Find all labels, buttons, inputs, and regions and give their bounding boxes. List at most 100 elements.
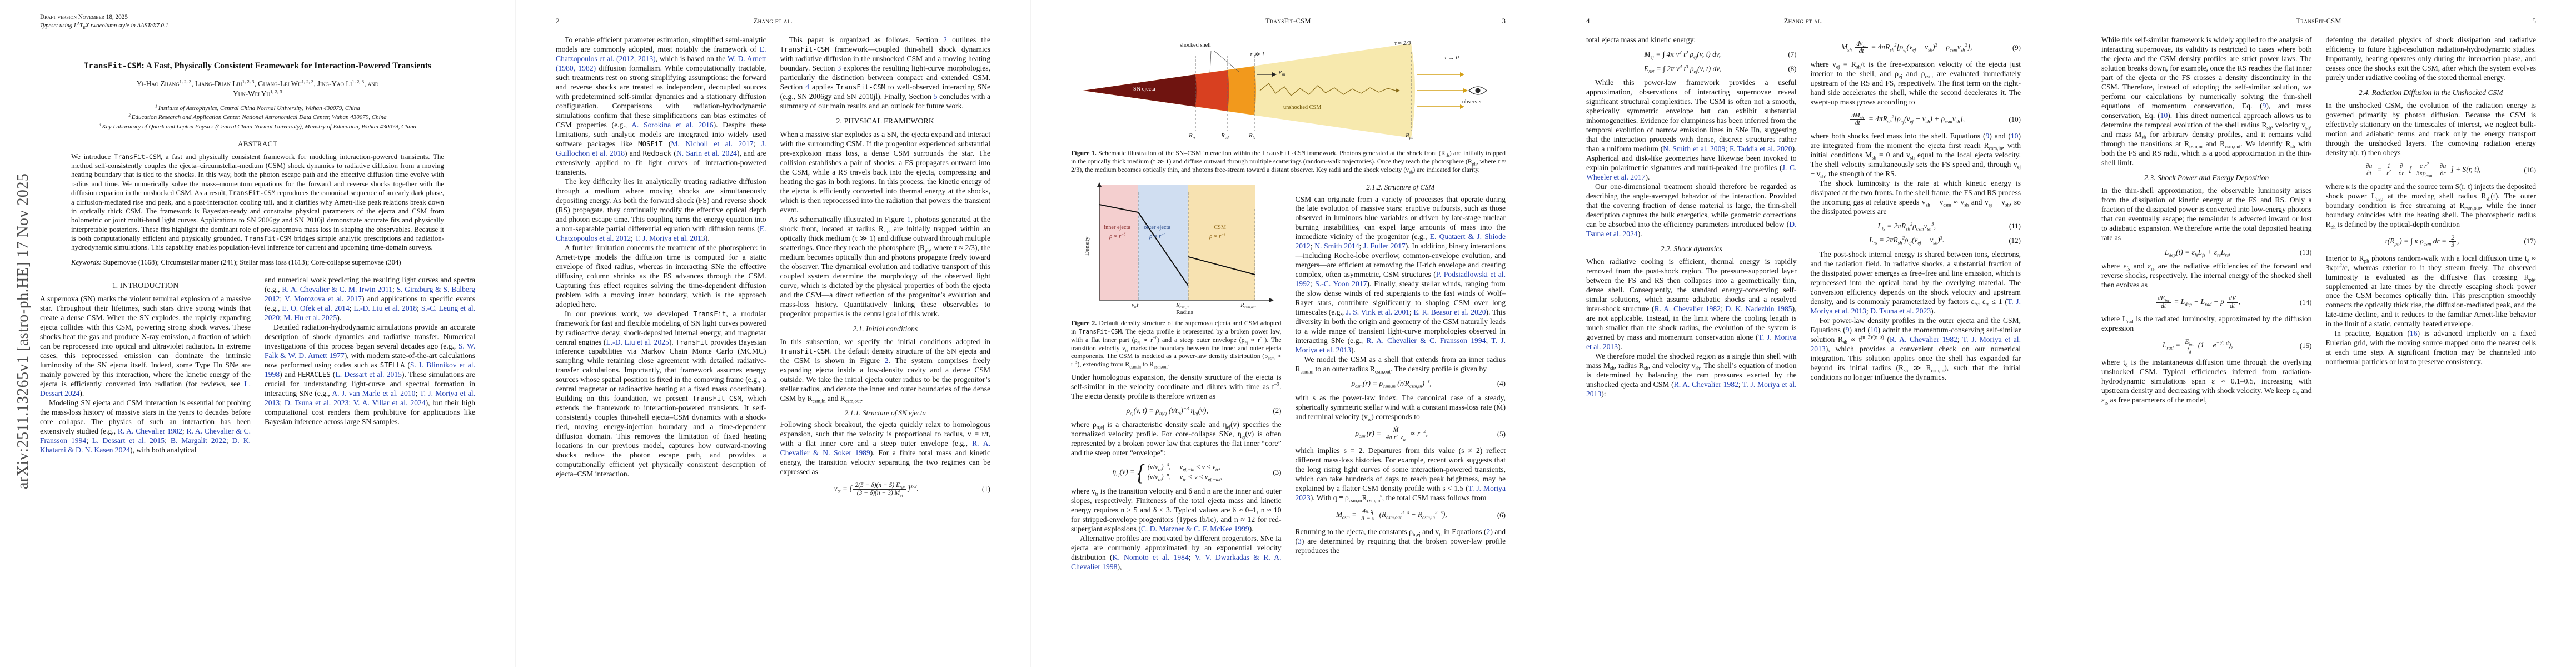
subsubsection-heading-ejecta-structure: 2.1.1. Structure of SN ejecta (844, 408, 926, 417)
observer-label: observer (1462, 99, 1482, 105)
citation-link[interactable]: 10 (1870, 325, 1878, 334)
citation-link[interactable]: J. Guillochon et al. 2018 (556, 139, 766, 157)
citation-link[interactable]: E. O. Ofek et al. 2014 (282, 303, 350, 312)
citation-link[interactable]: T. J. Moriya 2023 (1295, 484, 1506, 502)
page4-column-right: Msh dvsh dt = 4πRsh2[ρej(vej − vsh)2 − ρc… (1811, 36, 2021, 399)
citation-link[interactable]: E. R. Beasor et al. 2020 (1413, 308, 1486, 317)
citation-link[interactable]: V. A. Villar et al. 2024 (353, 398, 426, 407)
citation-link[interactable]: R. A. Chevalier 1982 (1673, 380, 1738, 389)
citation-link[interactable]: B. Margalit 2022 (170, 436, 226, 445)
page4-column-left: total ejecta mass and kinetic energy: Me… (1586, 36, 1797, 399)
citation-link[interactable]: R. A. Chevalier & C. M. Irwin 2011 (282, 285, 393, 293)
body-paragraph: Following shock breakout, the ejecta qui… (780, 420, 991, 476)
citation-link[interactable]: R. A. Chevalier 1982 (1889, 335, 1957, 344)
citation-link[interactable]: 2 (884, 356, 889, 365)
citation-link[interactable]: V. Morozova et al. 2017 (285, 294, 362, 303)
display-equation-14: dEint dt = Ldep − Lrad − p dV dt, (14) (2101, 295, 2312, 310)
citation-link[interactable]: S. Ginzburg & S. Balberg 2012 (265, 285, 475, 303)
citation-link[interactable]: S. W. Falk & W. D. Arnett 1977 (265, 341, 475, 360)
equation-number: (2) (1273, 406, 1282, 415)
citation-link[interactable]: E. Quataert & J. Shiode 2012 (1295, 232, 1506, 251)
affiliation-2: 2 Education Research and Application Cen… (128, 113, 387, 121)
citation-link[interactable]: P. Podsiadlowski et al. 1992 (1295, 270, 1506, 288)
body-paragraph: Under homologous expansion, the density … (1071, 372, 1282, 400)
citation-link[interactable]: M. Nicholl et al. 2017 (671, 139, 754, 148)
citation-link[interactable]: N. Smith et al. 2009 (1663, 145, 1726, 153)
citation-link[interactable]: D. K. Khatami & D. N. Kasen 2024 (40, 436, 251, 454)
citation-link[interactable]: 10 (2010, 131, 2019, 140)
citation-link[interactable]: 9 (1845, 325, 1850, 334)
citation-link[interactable]: D. Tsuna et al. 2023 (1870, 307, 1931, 315)
citation-link[interactable]: T. J. Moriya et al. 2013 (265, 389, 475, 407)
citation-link[interactable]: L. Dessart et al. 2015 (92, 436, 165, 445)
citation-link[interactable]: 2 (1486, 527, 1491, 536)
citation-link[interactable]: T. J. Moriya et al. 2013 (1586, 333, 1797, 351)
citation-link[interactable]: R. A. Chevalier & C. Fransson 1994 (40, 427, 251, 445)
citation-link[interactable]: C. D. Matzner & C. F. McKee 1999 (1140, 525, 1249, 534)
y-axis-label: Density (1084, 237, 1091, 256)
citation-link[interactable]: M. Hu et al. 2025 (283, 313, 337, 322)
citation-link[interactable]: T. J. Moriya et al. 2013 (1295, 336, 1506, 355)
plot-axes (1099, 185, 1272, 301)
body-paragraph: where ρtr,ej is a characteristic density… (1071, 420, 1282, 457)
citation-link[interactable]: S.-C. Leung et al. 2020 (265, 303, 475, 322)
citation-link[interactable]: R. A. Chevalier 1982 (1654, 305, 1721, 313)
citation-link[interactable]: T. J. Moriya et al. 2013 (1810, 297, 2021, 315)
citation-link[interactable]: 2 (943, 36, 947, 44)
citation-link[interactable]: J. C. Wheeler et al. 2017 (1586, 163, 1797, 182)
citation-link[interactable]: L. Dessart et al. 2015 (335, 370, 402, 379)
citation-link[interactable]: 16 (2409, 329, 2418, 338)
citation-link[interactable]: S.-C. Yoon 2017 (1315, 280, 1367, 288)
citation-link[interactable]: N. Sarin et al. 2024 (676, 148, 737, 157)
citation-link[interactable]: S. I. Blinnikov et al. 1998 (265, 360, 475, 379)
page5-column-left: While this self-similar framework is wid… (2101, 36, 2312, 405)
page1-column-left: 1. INTRODUCTION A supernova (SN) marks t… (40, 276, 251, 455)
random-walk-arrowhead (1396, 88, 1400, 93)
body-paragraph: The shock luminosity is the rate at whic… (1810, 178, 2021, 216)
citation-link[interactable]: J. S. Vink et al. 2001 (1346, 308, 1409, 317)
section-heading-introduction: 1. INTRODUCTION (112, 281, 179, 290)
citation-link[interactable]: 5 (933, 92, 938, 101)
citation-link[interactable]: 4 (805, 82, 810, 91)
citation-link[interactable]: R. A. Chevalier & N. Soker 1989 (780, 439, 990, 457)
citation-link[interactable]: L.-D. Liu et al. 2025 (606, 337, 669, 346)
citation-link[interactable]: A. J. van Marle et al. 2010 (332, 389, 416, 397)
citation-link[interactable]: W. D. Arnett (1980, 1982) (556, 54, 766, 72)
citation-link[interactable]: 10 (2160, 111, 2168, 120)
page-3: TransFit-CSM 3 (1030, 0, 1546, 667)
citation-link[interactable]: D. K. Nadezhin 1985 (1725, 305, 1792, 313)
display-equation-4: ρcsm(r) = ρcsm,in (r/Rcsm,in)−s, (4) (1351, 378, 1506, 389)
equation-number: (16) (2524, 165, 2536, 174)
citation-link[interactable]: T. J. Moriya et al. 2013 (1586, 380, 1797, 398)
running-head-title: TransFit-CSM (1265, 17, 1311, 25)
citation-link[interactable]: L. Dessart 2024 (40, 380, 251, 398)
citation-link[interactable]: 9 (1985, 131, 1990, 140)
citation-link[interactable]: D. Tsuna et al. 2023 (284, 398, 349, 407)
unshocked-csm-label: unshocked CSM (1283, 104, 1322, 111)
citation-link[interactable]: V. V. Dwarkadas & R. A. Chevalier 1998 (1071, 553, 1282, 571)
citation-link[interactable]: R. A. Chevalier 1982 (117, 427, 182, 436)
running-head-title: Zhang et al. (753, 17, 793, 25)
citation-link[interactable]: L.-D. Liu et al. 2018 (353, 303, 417, 312)
citation-link[interactable]: T. J. Moriya et al. 2013 (1810, 335, 2021, 353)
citation-link[interactable]: T. J. Moriya et al. 2013 (635, 233, 705, 242)
citation-link[interactable]: A. Sorokina et al. 2016 (631, 120, 714, 129)
body-paragraph: When a massive star explodes as a SN, th… (780, 130, 991, 215)
citation-link[interactable]: 1 (906, 215, 911, 224)
citation-link[interactable]: N. Smith 2014 (1314, 242, 1359, 251)
citation-link[interactable]: E. Chatzopoulos et al. 2012 (556, 224, 766, 242)
citation-link[interactable]: F. Taddia et al. 2020 (1729, 145, 1792, 153)
outer-ejecta-slope-label: ρ ∝ r−n (1149, 232, 1166, 240)
citation-link[interactable]: J. Fuller 2017 (1363, 242, 1406, 251)
citation-link[interactable]: R. A. Chevalier & C. Fransson 1994 (1366, 336, 1486, 345)
citation-link[interactable]: D. Tsuna et al. 2024 (1586, 220, 1797, 238)
citation-link[interactable]: E. Chatzopoulos et al. (2012, 2013) (556, 44, 766, 63)
citation-link[interactable]: 9 (2262, 101, 2266, 110)
citation-link[interactable]: 3 (837, 63, 841, 72)
csm-outer-radius-tick: Rcsm,out (1240, 302, 1256, 310)
citation-link[interactable]: 3 (1298, 536, 1302, 545)
page-number: 2 (556, 17, 560, 25)
citation-link[interactable]: K. Nomoto et al. 1984 (1112, 553, 1189, 562)
